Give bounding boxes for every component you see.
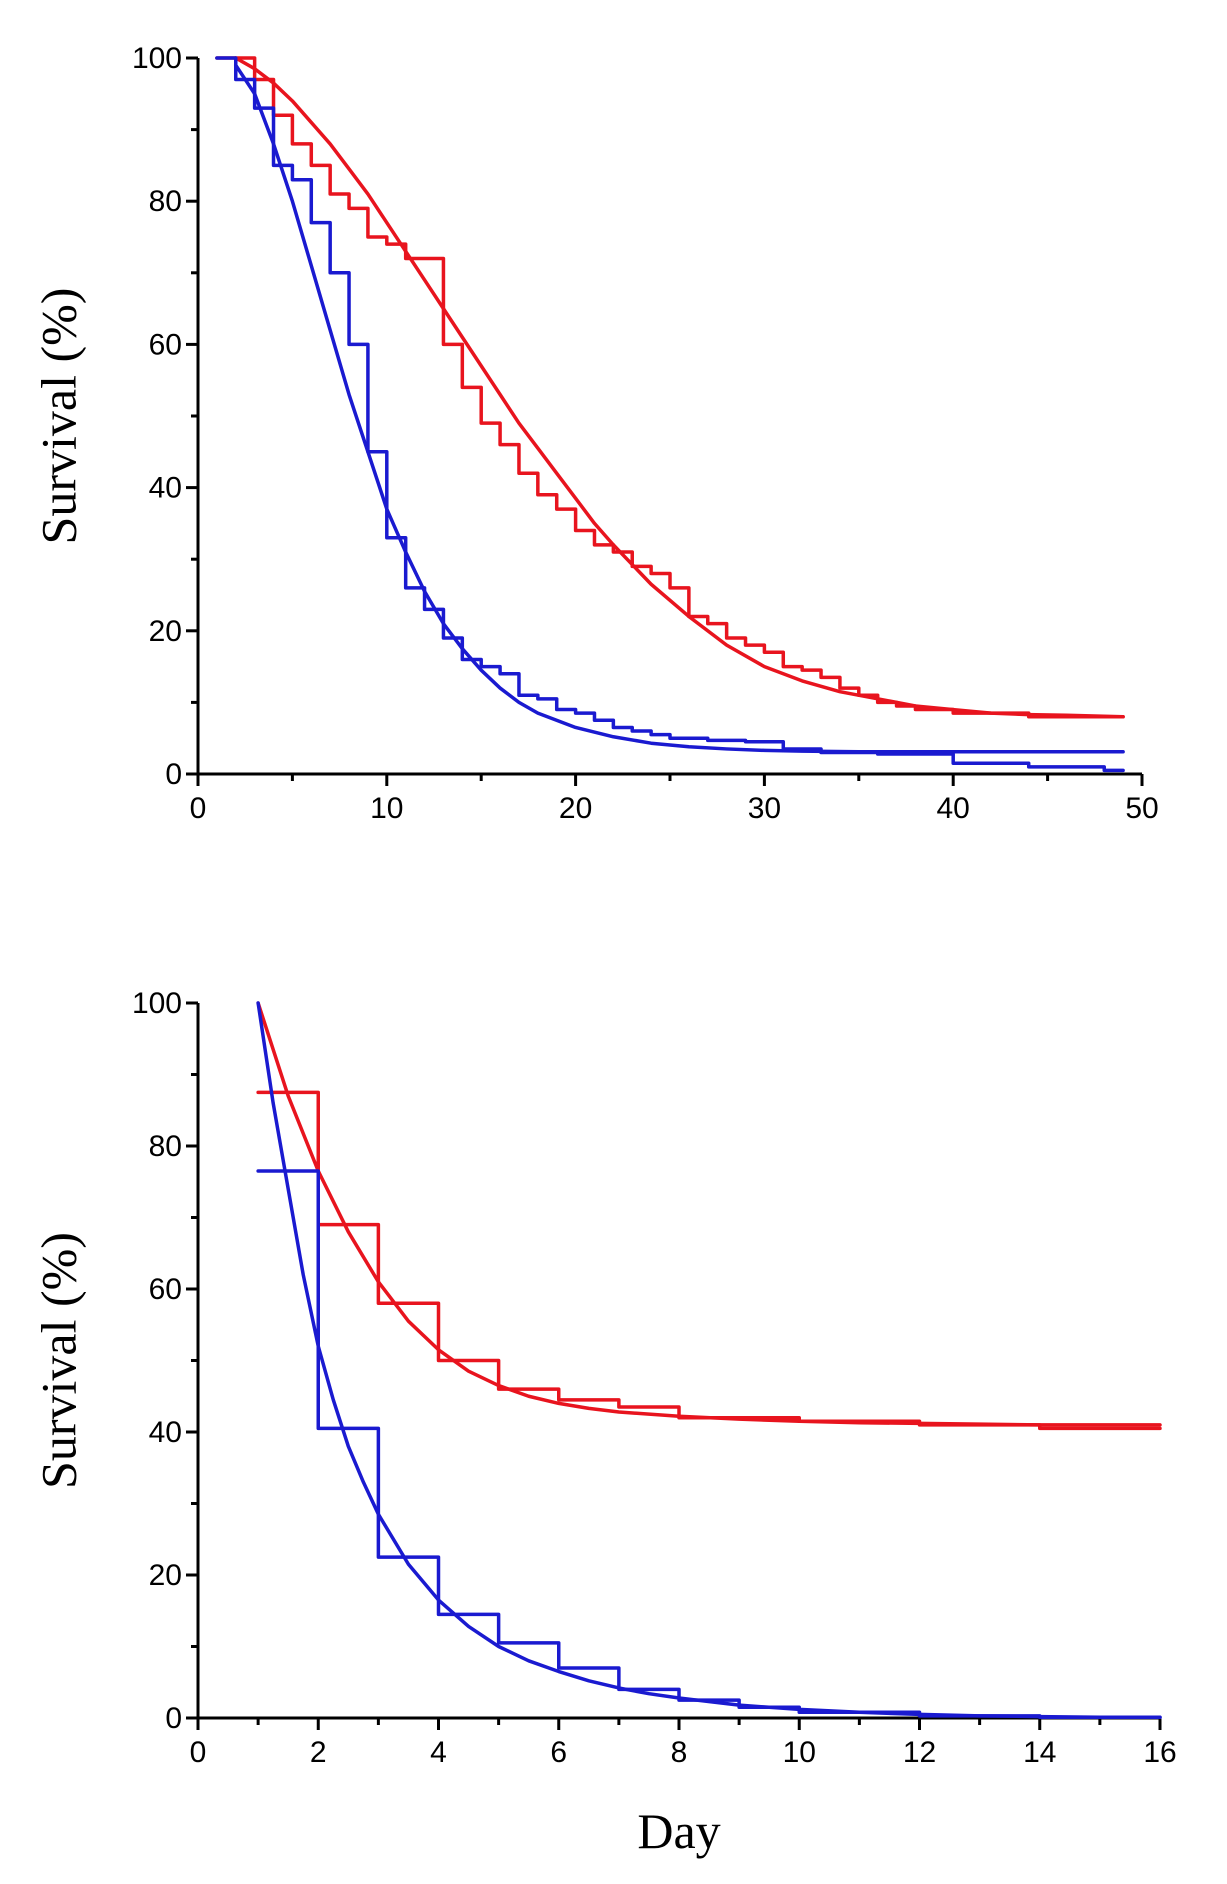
x-tick-label: 14 [1023,1736,1056,1769]
y-tick-label: 20 [149,1559,182,1592]
y-tick-label: 80 [149,185,182,218]
series-blue-observed [215,56,1125,773]
top-survival-chart: 0 20 40 60 80 100 0 10 20 30 40 50 Survival (%) [30,42,1158,825]
x-tick-label: 2 [310,1736,327,1769]
y-tick-label: 40 [149,472,182,505]
series-blue-observed [256,1169,1162,1720]
y-axis-title: Survival (%) [30,1232,86,1489]
y-tick-label: 0 [165,758,182,791]
series-red-observed [256,1090,1162,1431]
x-tick-label: 6 [550,1736,567,1769]
y-axis-title: Survival (%) [30,288,86,545]
series-red-fitted [256,1001,1162,1427]
y-tick-label: 100 [132,987,182,1020]
y-tick-label: 100 [132,42,182,75]
series-blue-fitted [234,63,1125,754]
x-tick-label: 30 [748,792,781,825]
y-tick-label: 60 [149,328,182,361]
x-tick-label: 0 [190,1736,207,1769]
series-red-observed [215,56,1125,719]
x-tick-label: 40 [937,792,970,825]
y-tick-label: 80 [149,1130,182,1163]
y-tick-label: 60 [149,1273,182,1306]
x-tick-label: 50 [1125,792,1158,825]
x-tick-label: 20 [559,792,592,825]
x-tick-label: 8 [671,1736,688,1769]
x-tick-label: 10 [783,1736,816,1769]
y-tick-label: 0 [165,1702,182,1735]
y-tick-label: 20 [149,615,182,648]
y-tick-label: 40 [149,1416,182,1449]
x-tick-label: 12 [903,1736,936,1769]
series-blue-fitted [256,1001,1162,1720]
x-tick-label: 16 [1143,1736,1176,1769]
x-tick-label: 4 [430,1736,447,1769]
x-tick-label: 0 [190,792,207,825]
x-tick-label: 10 [370,792,403,825]
x-axis-title: Day [637,1803,720,1859]
bottom-survival-chart: 0 20 40 60 80 100 0 2 4 6 8 10 12 14 16 Survival (%) Day [30,987,1176,1859]
